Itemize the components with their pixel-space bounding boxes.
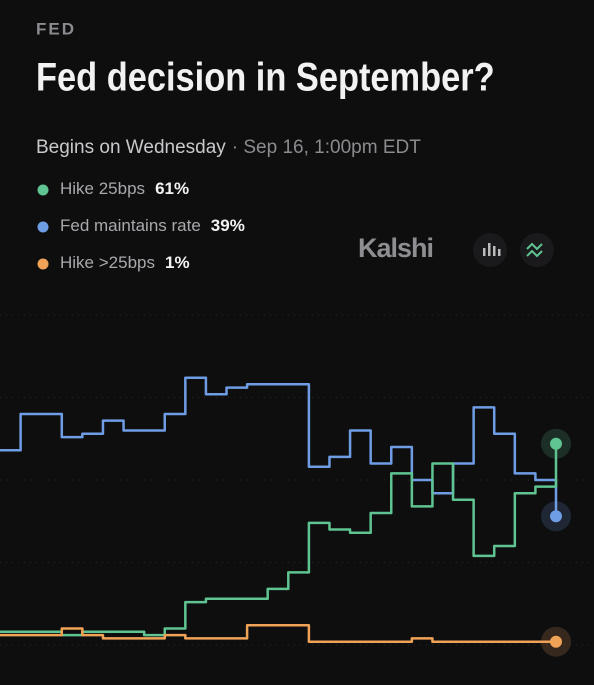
end-dot xyxy=(550,437,562,450)
series-line xyxy=(0,623,556,643)
legend-name: Hike 25bps xyxy=(60,179,145,198)
end-dot xyxy=(550,635,562,648)
subtitle-text: Begins on Wednesday xyxy=(36,137,226,158)
legend-value: 61% xyxy=(155,179,189,198)
legend: Hike 25bps 61% Fed maintains rate 39% Hike >… xyxy=(37,179,245,272)
legend-entry: Fed maintains rate 39% xyxy=(60,216,245,235)
subtitle: Begins on Wednesday · Sep 16, 1:00pm EDT xyxy=(36,137,421,158)
end-dot xyxy=(550,510,562,523)
series-line xyxy=(0,376,558,517)
legend-swatch xyxy=(37,184,49,196)
brand-logo: Kalshi xyxy=(358,233,433,263)
line-chart-button[interactable] xyxy=(520,233,554,267)
legend-entry: Hike 25bps 61% xyxy=(60,179,189,198)
bar-chart-button[interactable] xyxy=(473,233,507,267)
date-text: · Sep 16, 1:00pm EDT xyxy=(232,137,421,158)
legend-name: Fed maintains rate xyxy=(60,216,201,235)
plot xyxy=(0,376,571,657)
series-line xyxy=(0,443,558,637)
legend-swatch xyxy=(37,221,49,233)
legend-name: Hike >25bps xyxy=(60,253,155,272)
chart-title: Fed decision in September? xyxy=(36,54,495,99)
legend-value: 1% xyxy=(165,253,190,272)
legend-entry: Hike >25bps 1% xyxy=(60,253,190,272)
legend-value: 39% xyxy=(211,216,245,235)
category-label: FED xyxy=(36,19,76,38)
legend-swatch xyxy=(37,258,49,270)
